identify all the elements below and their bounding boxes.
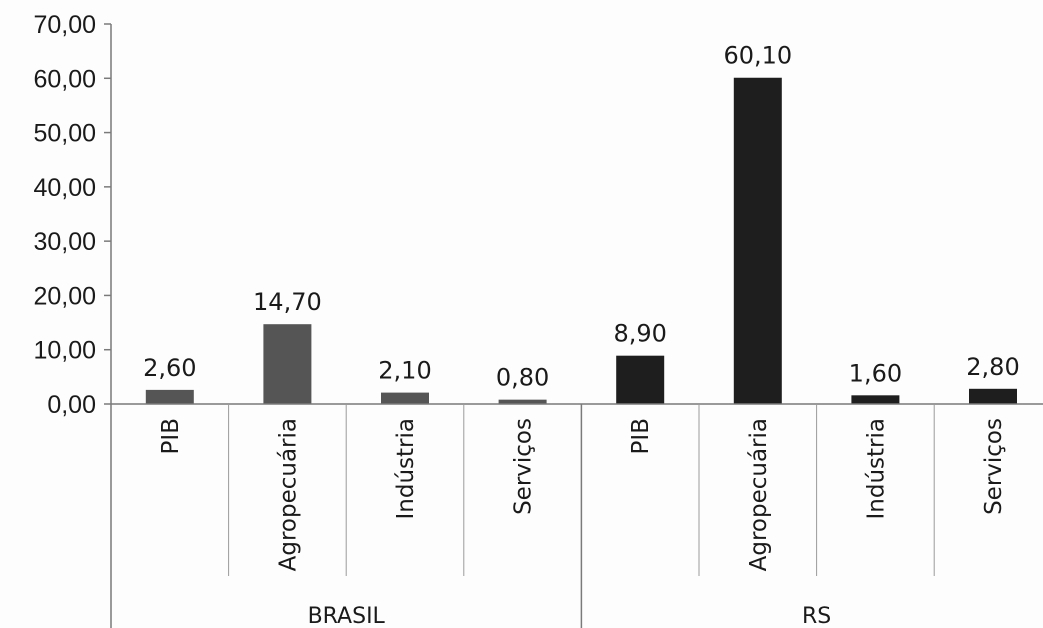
category-label: Indústria	[863, 418, 889, 519]
bar	[969, 388, 1017, 404]
bar	[498, 399, 547, 404]
data-label: 2,80	[966, 353, 1019, 381]
y-tick-label: 40,00	[33, 174, 96, 202]
data-label: 2,10	[378, 357, 431, 385]
data-label: 1,60	[849, 359, 902, 387]
y-axis: 0,00 10,00 20,00 30,00 40,00 50,00 60,00 70,00	[33, 11, 112, 628]
y-tick-label: 0,00	[47, 391, 96, 419]
bar	[733, 77, 782, 404]
bar	[145, 389, 194, 404]
category-label: Indústria	[393, 418, 419, 519]
y-tick-label: 50,00	[33, 120, 96, 148]
category-label: Agropecuária	[746, 418, 772, 571]
data-label: 0,80	[496, 364, 549, 392]
data-label: 14,70	[253, 288, 322, 316]
category-label: PIB	[158, 418, 184, 454]
bar	[263, 324, 312, 404]
y-tick-label: 30,00	[33, 228, 96, 256]
y-tick-label: 20,00	[33, 282, 96, 310]
data-label: 2,60	[143, 354, 196, 382]
group-label: RS	[802, 604, 831, 628]
data-labels: 2,60 14,70 2,10 0,80 8,90 60,10 1,60 2,80	[143, 42, 1020, 392]
bar	[381, 392, 429, 404]
bars	[145, 77, 1017, 404]
category-label: Serviços	[981, 418, 1007, 515]
x-axis: PIB Agropecuária Indústria Serviços BRASIL PI…	[111, 403, 1043, 628]
category-label: Agropecuária	[275, 418, 301, 571]
bar	[851, 395, 900, 404]
y-tick-label: 10,00	[33, 337, 96, 365]
bar	[616, 355, 665, 404]
y-tick-label: 60,00	[33, 65, 96, 93]
data-label: 60,10	[723, 42, 792, 70]
group-label: BRASIL	[308, 604, 386, 628]
data-label: 8,90	[613, 320, 666, 348]
category-label: Serviços	[511, 418, 537, 515]
y-tick-label: 70,00	[33, 11, 96, 39]
category-label: PIB	[628, 418, 654, 454]
